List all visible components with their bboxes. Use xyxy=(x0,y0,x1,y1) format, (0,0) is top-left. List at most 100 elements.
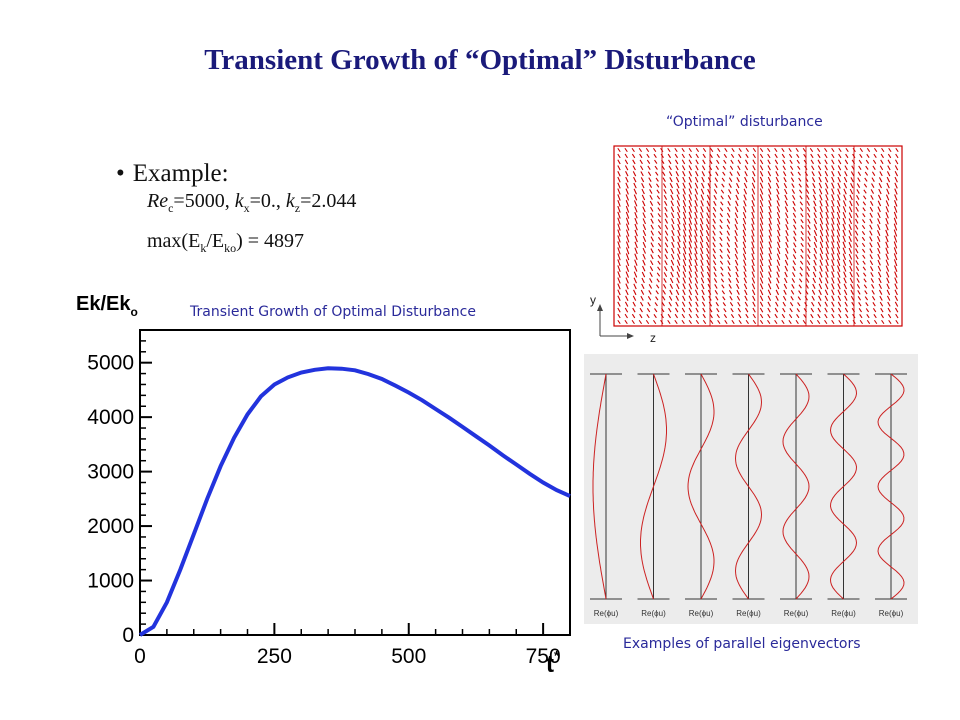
max-a: max(E xyxy=(147,230,201,252)
vector-arrow xyxy=(776,265,780,272)
vector-arrow xyxy=(726,248,731,254)
vector-arrow xyxy=(759,319,764,325)
vector-arrow xyxy=(869,206,874,212)
vector-arrow xyxy=(688,159,692,165)
vector-arrow xyxy=(688,217,693,225)
vector-arrow xyxy=(759,277,764,284)
vector-arrow xyxy=(885,253,889,261)
vector-arrow xyxy=(800,254,804,259)
vector-arrow xyxy=(848,247,853,254)
vector-field xyxy=(617,146,899,326)
vector-arrow xyxy=(885,194,890,201)
vector-arrow xyxy=(705,230,710,237)
vector-arrow xyxy=(855,218,859,224)
vector-arrow xyxy=(633,176,637,183)
vector-arrow xyxy=(793,230,797,236)
vector-arrow xyxy=(811,177,816,183)
vector-arrow xyxy=(796,308,800,313)
vector-arrow xyxy=(737,301,741,307)
vector-arrow xyxy=(799,201,803,206)
vector-arrow xyxy=(675,301,679,307)
vector-arrow xyxy=(639,301,644,307)
vector-arrow xyxy=(745,313,749,319)
vector-arrow xyxy=(726,242,731,248)
vector-arrow xyxy=(775,176,780,183)
vector-arrow xyxy=(842,265,847,272)
vector-arrow xyxy=(806,200,810,206)
vector-arrow xyxy=(751,259,755,267)
vector-arrow xyxy=(785,241,789,248)
vector-arrow xyxy=(719,254,723,259)
vector-arrow xyxy=(712,254,717,260)
vector-arrow xyxy=(824,176,829,183)
vector-arrow xyxy=(751,289,756,296)
vector-arrow xyxy=(710,147,714,153)
vector-arrow xyxy=(642,241,647,248)
vector-arrow xyxy=(734,253,739,260)
vector-arrow xyxy=(676,188,680,195)
vector-arrow xyxy=(831,165,835,171)
vector-arrow xyxy=(869,266,874,272)
vector-arrow xyxy=(836,229,841,237)
vector-arrow xyxy=(824,313,828,319)
vector-arrow xyxy=(825,229,829,237)
vector-arrow xyxy=(722,165,726,170)
vector-arrow xyxy=(652,319,657,325)
vector-arrow xyxy=(751,176,756,183)
vector-arrow xyxy=(682,211,687,219)
vector-arrow xyxy=(657,213,661,218)
vector-arrow xyxy=(667,319,671,325)
vector-arrow xyxy=(885,229,889,237)
y-tick-label: 1000 xyxy=(87,570,134,593)
kx-subscript: x xyxy=(243,201,250,215)
vector-arrow xyxy=(862,248,866,253)
vector-arrow xyxy=(694,205,698,213)
vector-arrow xyxy=(825,235,829,243)
vector-arrow xyxy=(799,195,803,200)
vector-arrow xyxy=(669,283,674,290)
vector-arrow xyxy=(837,283,841,290)
vector-arrow xyxy=(817,159,821,165)
vector-arrow xyxy=(705,224,710,231)
vector-arrow xyxy=(664,200,668,206)
vector-arrow xyxy=(640,289,645,295)
vector-arrow xyxy=(694,265,698,272)
vector-arrow xyxy=(734,206,739,213)
vector-arrow xyxy=(894,194,898,201)
vector-arrow xyxy=(702,319,707,325)
vector-arrow xyxy=(881,147,885,153)
vector-arrow xyxy=(850,177,854,183)
vector-arrow xyxy=(854,230,859,236)
vector-arrow xyxy=(818,182,823,189)
vector-arrow xyxy=(682,259,687,267)
y-tick-label: 5000 xyxy=(87,352,134,375)
vector-arrow xyxy=(729,301,734,307)
vector-arrow xyxy=(734,247,738,254)
vector-arrow xyxy=(681,159,686,165)
vector-arrow xyxy=(877,271,882,278)
vector-arrow xyxy=(712,242,716,248)
vector-arrow xyxy=(640,177,645,183)
vector-arrow xyxy=(894,265,898,272)
vector-arrow xyxy=(727,200,731,206)
vector-arrow xyxy=(617,313,621,319)
vector-arrow xyxy=(848,206,853,213)
vector-arrow xyxy=(688,283,692,290)
vector-arrow xyxy=(642,218,646,225)
vector-arrow xyxy=(702,159,706,165)
vector-arrow xyxy=(854,236,859,242)
vector-arrow xyxy=(669,188,674,195)
vector-arrow xyxy=(681,153,685,159)
vector-arrow xyxy=(650,230,654,236)
vector-arrow xyxy=(837,295,842,301)
vector-arrow xyxy=(855,266,860,272)
vector-arrow xyxy=(831,194,835,201)
vector-arrow xyxy=(878,283,882,290)
vector-arrow xyxy=(824,159,828,165)
vector-arrow xyxy=(759,265,764,273)
vector-arrow xyxy=(701,295,705,301)
vector-arrow xyxy=(813,230,818,237)
vector-arrow xyxy=(818,283,823,290)
vector-arrow xyxy=(817,153,821,159)
vector-arrow xyxy=(714,183,718,188)
